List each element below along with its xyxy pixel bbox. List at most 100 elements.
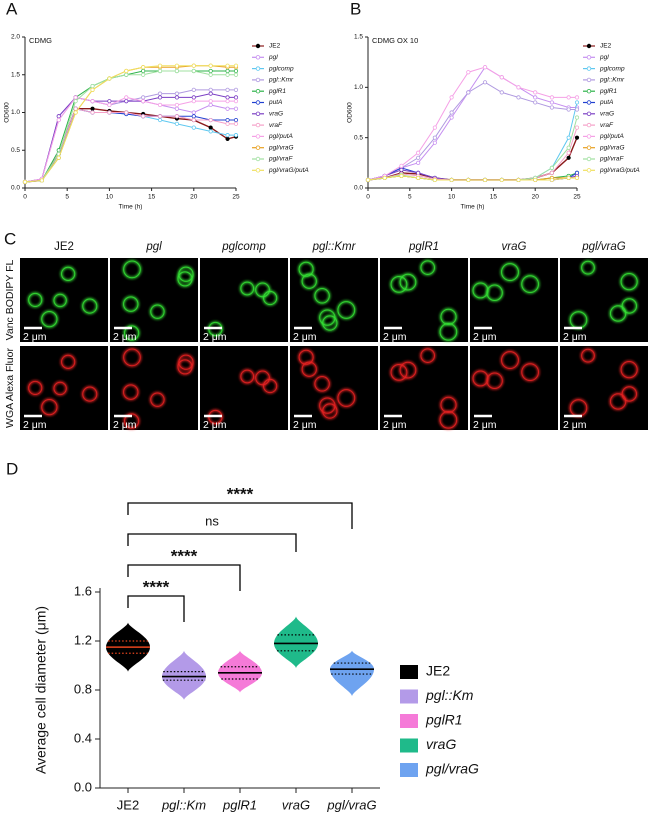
y-tick-label: 0.5: [11, 147, 20, 154]
legend-label: JE2: [600, 43, 612, 50]
data-point: [174, 121, 180, 126]
series-line: [24, 70, 236, 183]
data-point: [566, 150, 571, 155]
cell: [501, 263, 519, 282]
cell: [263, 290, 278, 306]
cell: [301, 361, 317, 377]
cell: [472, 282, 489, 299]
data-point: [549, 170, 555, 175]
legend-label: pgl/putA: [268, 133, 293, 140]
micrograph: [470, 258, 558, 342]
data-point: [399, 167, 404, 172]
data-point: [449, 110, 454, 115]
row-label: WGA Alexa Fluor: [4, 348, 16, 428]
column-header: vraG: [502, 241, 527, 253]
series-line: [24, 70, 236, 183]
data-point: [73, 99, 78, 104]
x-tick-label: 15: [148, 194, 156, 201]
data-point: [124, 95, 129, 100]
data-point: [482, 177, 488, 183]
cell: [337, 301, 356, 319]
y-tick-label: 1.5: [354, 34, 363, 41]
data-point: [90, 106, 95, 111]
x-tick-label: 5: [408, 194, 412, 201]
legend-marker: [586, 122, 592, 128]
cell: [82, 386, 98, 402]
legend-swatch: [400, 738, 418, 753]
y-tick-label: 1.5: [11, 71, 20, 78]
legend-label: pglR1: [425, 712, 463, 728]
data-point: [549, 165, 555, 170]
cell: [399, 273, 417, 291]
data-point: [208, 91, 213, 96]
data-point: [124, 99, 129, 104]
data-point: [482, 80, 488, 85]
legend-marker: [586, 156, 592, 162]
data-point: [225, 99, 230, 104]
x-tick-label: 25: [573, 194, 581, 201]
data-point: [233, 72, 239, 77]
legend-label: vraF: [600, 122, 614, 129]
legend-label: pglcomp: [268, 65, 294, 72]
data-point: [124, 110, 129, 115]
data-point: [449, 115, 454, 120]
data-point: [174, 102, 180, 108]
legend-label: vraG: [269, 111, 283, 118]
cell: [298, 349, 314, 365]
series-line: [24, 93, 236, 183]
series-line: [24, 108, 236, 183]
legend-label: pgl: [268, 54, 278, 61]
scale-bar-label: 2 μm: [563, 331, 587, 343]
data-point: [90, 83, 95, 89]
data-point: [549, 177, 555, 183]
data-point: [416, 160, 421, 165]
data-point: [382, 175, 387, 181]
scale-bar-label: 2 μm: [383, 419, 407, 431]
data-point: [157, 68, 163, 74]
panel-label: D: [6, 459, 18, 478]
data-point: [499, 75, 504, 80]
micrograph: [200, 258, 288, 342]
legend-label: JE2: [269, 43, 281, 50]
data-point: [432, 140, 437, 145]
data-point: [432, 135, 437, 140]
data-point: [466, 70, 471, 75]
cell: [501, 351, 519, 370]
data-point: [225, 68, 230, 74]
data-point: [73, 95, 78, 100]
scale-bar-label: 2 μm: [23, 331, 47, 343]
significance-label: ****: [171, 546, 198, 565]
data-point: [157, 114, 163, 119]
data-point: [157, 117, 163, 123]
row-label: Vanc BODIPY FL: [4, 259, 16, 340]
legend-marker: [586, 66, 592, 71]
data-point: [191, 125, 196, 130]
legend-label: vraF: [269, 122, 283, 129]
x-tick-label: 10: [448, 194, 456, 201]
data-point: [466, 90, 471, 95]
x-axis-label: Time (h): [461, 204, 485, 211]
legend-swatch: [400, 763, 418, 777]
micrograph: [470, 346, 558, 430]
data-point: [574, 125, 580, 130]
data-point: [566, 95, 571, 100]
cell: [609, 305, 627, 322]
data-point: [499, 90, 504, 95]
legend-marker: [255, 88, 261, 94]
data-point: [141, 99, 146, 104]
scale-bar-label: 2 μm: [293, 419, 317, 431]
cell: [82, 298, 98, 314]
scale-bar-label: 2 μm: [563, 419, 587, 431]
significance-label: ****: [143, 577, 170, 596]
data-point: [191, 110, 196, 115]
series-line: [367, 137, 578, 181]
data-point: [191, 99, 196, 104]
legend-label: pgl::Kmr: [268, 77, 294, 84]
cell: [609, 393, 627, 410]
scale-bar-label: 2 μm: [383, 331, 407, 343]
y-tick-label: 1.6: [74, 583, 92, 598]
cell: [440, 308, 457, 325]
data-point: [549, 95, 555, 100]
data-point: [124, 68, 129, 74]
